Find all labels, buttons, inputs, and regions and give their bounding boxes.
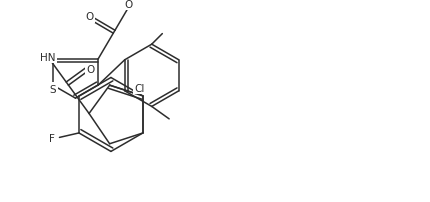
Text: HN: HN: [40, 53, 55, 62]
Text: O: O: [124, 0, 132, 10]
Text: F: F: [49, 134, 55, 144]
Text: Cl: Cl: [134, 83, 144, 93]
Text: O: O: [86, 65, 95, 75]
Text: O: O: [85, 12, 93, 22]
Text: S: S: [49, 84, 56, 95]
